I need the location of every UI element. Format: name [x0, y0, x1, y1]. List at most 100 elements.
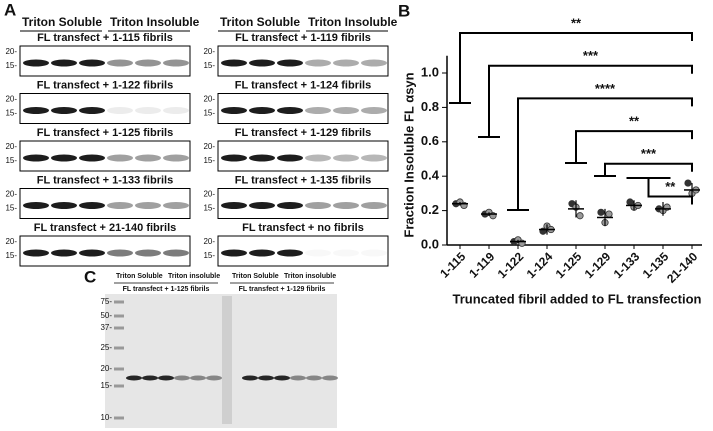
blot	[217, 235, 389, 267]
band	[135, 154, 161, 162]
band	[23, 107, 49, 114]
blot	[19, 188, 191, 219]
mw-label: 15-	[203, 156, 215, 165]
significance-bracket	[488, 64, 693, 137]
ladder-label: 75-	[100, 297, 112, 306]
ladder-band	[114, 416, 124, 420]
ladder-band	[222, 296, 232, 424]
column-header: Triton Soluble	[220, 15, 300, 29]
mw-label: 15-	[5, 251, 17, 260]
column-header: Triton Insoluble	[308, 15, 398, 29]
column-header: Triton insoluble	[284, 273, 336, 280]
band	[163, 202, 189, 209]
band	[306, 375, 322, 381]
ladder-band	[114, 346, 124, 350]
mw-label: 15-	[5, 156, 17, 165]
band	[174, 375, 190, 381]
mw-label: 15-	[5, 204, 17, 213]
blot-label: FL transfect + 1-133 fibrils	[37, 174, 173, 186]
band	[206, 375, 222, 381]
column-header: Triton Soluble	[116, 273, 163, 280]
column-header: Triton Soluble	[232, 273, 279, 280]
band	[361, 202, 387, 209]
y-tick-label: 0.6	[421, 133, 439, 148]
band	[221, 202, 247, 209]
band	[107, 59, 133, 67]
y-tick-label: 0.4	[421, 168, 440, 183]
mw-label: 20-	[5, 142, 17, 151]
blot	[19, 140, 191, 172]
mw-label: 15-	[203, 251, 215, 260]
significance-label: ****	[595, 81, 616, 96]
band	[107, 154, 133, 162]
band	[23, 154, 49, 162]
band	[23, 249, 49, 257]
ladder-label: 37-	[100, 323, 112, 332]
mw-label: 15-	[5, 61, 17, 70]
band	[249, 249, 275, 257]
blot-label: FL transfect + 21-140 fibrils	[34, 222, 177, 234]
blot-label: FL transfect + 1-129 fibrils	[235, 127, 371, 139]
band	[361, 59, 387, 67]
band	[361, 107, 387, 114]
band	[277, 59, 303, 67]
panel-letter: A	[4, 0, 16, 19]
significance-bracket	[517, 97, 693, 210]
band	[51, 202, 77, 209]
band	[333, 59, 359, 67]
x-tick-label: 1-119	[466, 249, 497, 280]
band	[290, 375, 306, 381]
band	[333, 202, 359, 209]
blot	[19, 235, 191, 267]
column-header: Triton Insoluble	[110, 15, 200, 29]
ladder-label: 25-	[100, 343, 112, 352]
column-header: Triton Soluble	[22, 15, 102, 29]
band	[305, 107, 331, 114]
significance-bracket	[604, 162, 693, 176]
data-point	[605, 210, 613, 218]
ladder-label: 15-	[100, 381, 112, 390]
band	[107, 107, 133, 114]
band	[135, 249, 161, 257]
significance-label: ***	[583, 48, 599, 63]
band	[333, 107, 359, 114]
mw-label: 20-	[203, 95, 215, 104]
mw-label: 20-	[203, 237, 215, 246]
significance-label: **	[629, 114, 640, 129]
band	[305, 154, 331, 162]
mw-label: 15-	[203, 61, 215, 70]
band	[242, 375, 258, 381]
band	[163, 107, 189, 114]
band	[79, 59, 105, 67]
significance-label: ***	[641, 146, 657, 161]
band	[221, 59, 247, 67]
significance-bracket	[575, 130, 693, 163]
band	[51, 249, 77, 257]
mw-label: 20-	[203, 47, 215, 56]
mw-label: 20-	[5, 47, 17, 56]
panel-letter: B	[398, 1, 410, 20]
band	[135, 107, 161, 114]
band	[221, 107, 247, 114]
band	[79, 249, 105, 257]
significance-bracket	[647, 178, 693, 205]
band	[274, 375, 290, 381]
band	[107, 249, 133, 257]
band	[221, 249, 247, 257]
band	[277, 107, 303, 114]
band	[305, 250, 331, 257]
band	[361, 154, 387, 162]
blot-label: FL transfect + 1-125 fibrils	[123, 286, 210, 293]
band	[23, 202, 49, 209]
band	[322, 375, 338, 381]
mw-label: 15-	[203, 204, 215, 213]
y-tick-label: 1.0	[421, 64, 439, 79]
blot-label: FL transfect + 1-122 fibrils	[37, 79, 173, 91]
ladder-band	[114, 384, 124, 388]
blot	[217, 188, 389, 219]
band	[163, 59, 189, 67]
band	[79, 107, 105, 114]
band	[258, 375, 274, 381]
panel-letter: C	[84, 267, 96, 286]
ladder-band	[114, 326, 124, 330]
